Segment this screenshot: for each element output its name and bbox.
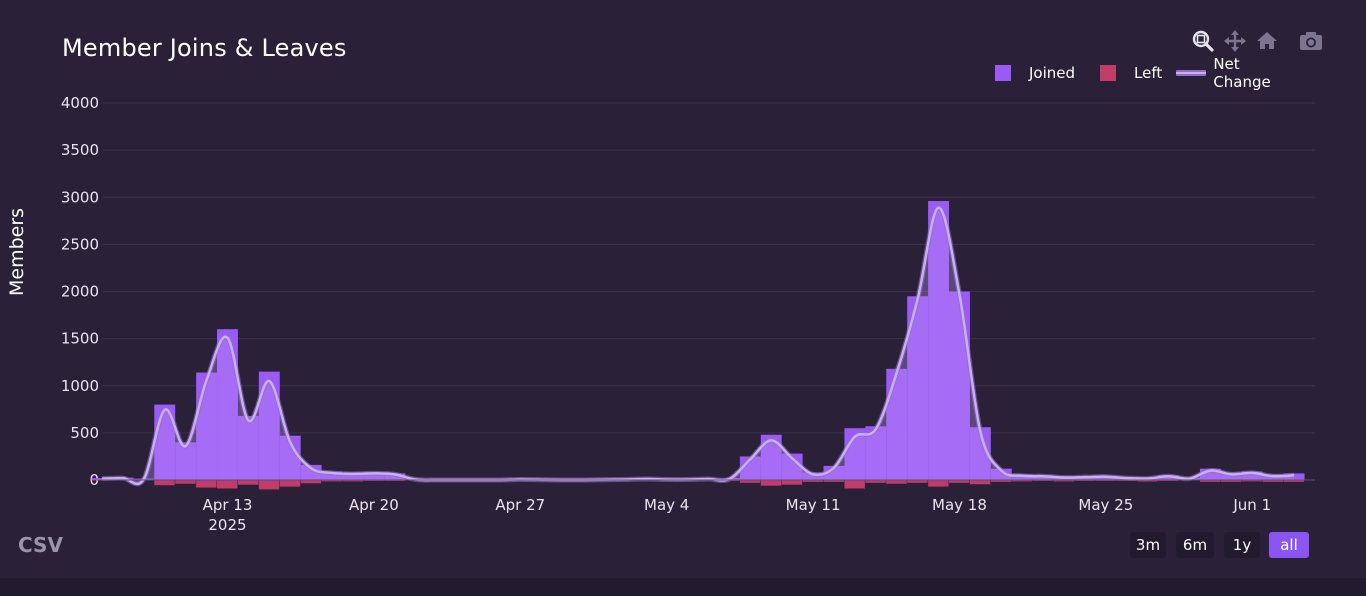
legend-item-joined[interactable]: Joined [995, 62, 1075, 84]
joined-bar [1199, 468, 1221, 480]
left-bar [237, 480, 259, 485]
joined-bar [969, 427, 991, 480]
pan-icon[interactable] [1222, 28, 1248, 54]
camera-icon[interactable] [1298, 28, 1324, 54]
left-bar [760, 480, 782, 486]
x-tick-label: May 11 [786, 496, 841, 514]
y-tick-label: 1500 [61, 330, 99, 348]
legend-item-net-change[interactable]: Net Change [1176, 55, 1280, 91]
range-6m-button[interactable]: 6m [1176, 532, 1214, 558]
joined-bar [91, 478, 113, 480]
x-tick-label: Apr 20 [349, 496, 399, 514]
y-tick-label: 4000 [61, 94, 99, 112]
left-bar [175, 480, 196, 484]
joined-bar [217, 329, 238, 480]
joined-bar [258, 371, 280, 480]
left-bar [907, 480, 928, 483]
x-tick-label: Apr 13 [203, 496, 253, 514]
y-tick-label: 3000 [61, 188, 99, 206]
legend-swatch-left [1100, 65, 1116, 81]
joined-bar [363, 472, 385, 480]
joined-bar [990, 468, 1012, 480]
left-bar [1262, 480, 1284, 482]
joined-bar [907, 296, 929, 480]
range-3m-button[interactable]: 3m [1130, 532, 1166, 558]
footer-strip [0, 578, 1366, 596]
left-bar [739, 480, 761, 483]
left-bar [949, 480, 970, 483]
left-bar [886, 480, 907, 484]
x-tick-label: May 18 [932, 496, 987, 514]
legend-label-joined: Joined [1029, 64, 1076, 82]
y-tick-label: 2000 [61, 283, 99, 301]
x-tick-label: Apr 27 [495, 496, 545, 514]
joined-bar [1241, 471, 1263, 480]
y-tick-label: 3500 [61, 141, 99, 159]
legend-label-net-change: Net Change [1213, 55, 1271, 91]
legend-swatch-joined [995, 65, 1011, 81]
left-bar [928, 480, 949, 487]
joined-bar [237, 415, 259, 480]
net-change-line [101, 206, 1295, 486]
left-bar [844, 480, 865, 489]
left-bar [196, 480, 217, 488]
left-bar [969, 480, 991, 485]
left-bar [1220, 480, 1242, 482]
left-bar [990, 480, 1012, 482]
left-bar [342, 480, 363, 482]
left-bar [300, 480, 322, 484]
left-bar [865, 480, 886, 483]
left-bar [1241, 480, 1263, 482]
left-bar [1053, 480, 1074, 482]
joined-bar [321, 471, 343, 480]
x-tick-label: Jun 1 [1232, 496, 1271, 514]
x-tick-label: May 25 [1078, 496, 1133, 514]
left-bar [279, 480, 301, 487]
home-icon[interactable] [1254, 28, 1280, 54]
range-all-button[interactable]: all [1269, 532, 1309, 558]
y-tick-label: 1000 [61, 377, 99, 395]
joined-bar [760, 434, 782, 480]
left-bar [217, 480, 238, 489]
left-bar [1011, 480, 1033, 482]
joined-bar [928, 201, 950, 480]
left-bar [1199, 480, 1221, 482]
left-bar [781, 480, 803, 485]
left-bar [1283, 480, 1305, 482]
x-tick-label: May 4 [644, 496, 689, 514]
legend-swatch-net-change [1176, 69, 1207, 77]
legend-label-left: Left [1134, 64, 1163, 82]
left-bar [154, 480, 175, 486]
modebar [1190, 28, 1326, 54]
y-tick-label: 2500 [61, 235, 99, 253]
left-bar [258, 480, 280, 490]
left-bar [321, 480, 343, 482]
left-bar [823, 480, 844, 482]
net-change-area [102, 207, 1295, 484]
left-bar [802, 480, 824, 482]
joined-bar [175, 442, 197, 480]
y-tick-label: 500 [70, 424, 99, 442]
chart-title: Member Joins & Leaves [62, 34, 347, 62]
joined-bar [279, 435, 301, 480]
legend-item-left[interactable]: Left [1100, 62, 1162, 84]
joined-bar [865, 426, 887, 480]
x-tick-sublabel: 2025 [208, 516, 246, 534]
csv-button[interactable]: CSV [18, 533, 63, 557]
range-1y-button[interactable]: 1y [1224, 532, 1260, 558]
zoom-icon[interactable] [1190, 28, 1216, 54]
